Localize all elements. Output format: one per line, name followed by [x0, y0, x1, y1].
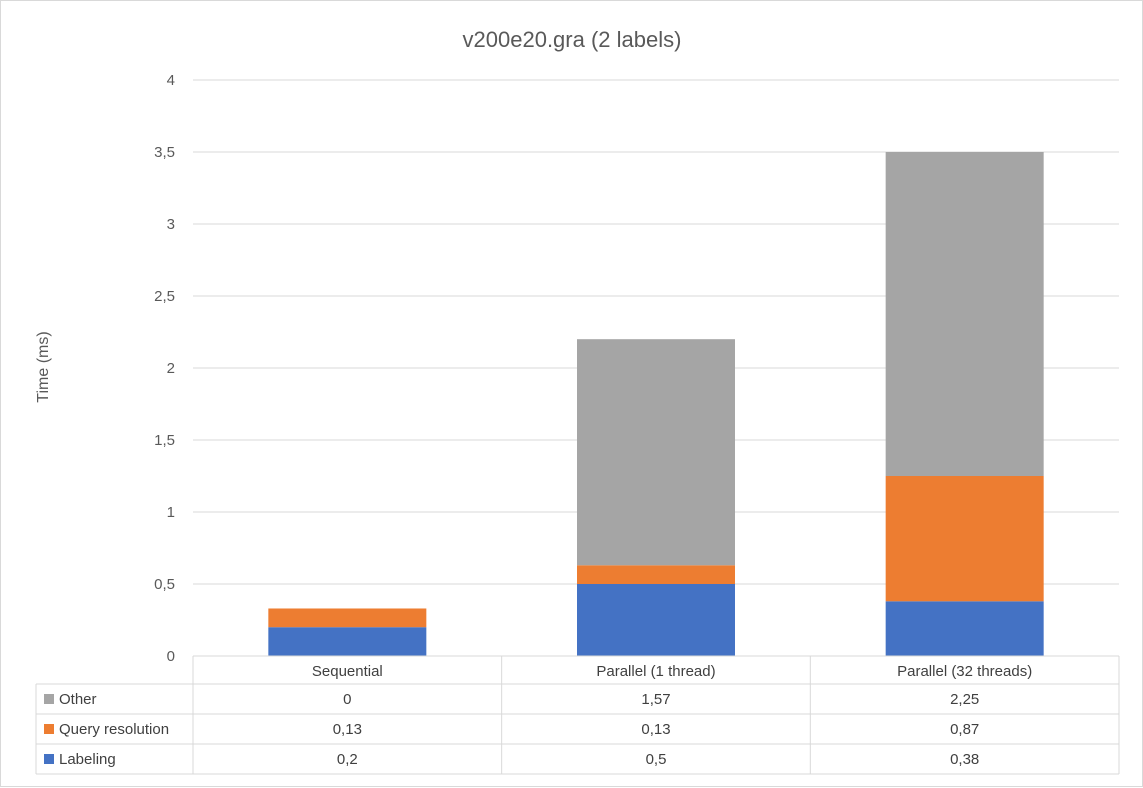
data-label: 0,38: [950, 751, 979, 768]
bar-segment-query-resolution: [268, 608, 427, 628]
bar-segment-other: [577, 339, 735, 566]
y-tick-label: 0: [167, 648, 175, 665]
bar-segment-labeling: [268, 627, 427, 656]
legend-entry: Query resolution: [59, 721, 169, 738]
legend-key: [44, 754, 54, 764]
y-tick-label: 0,5: [154, 576, 175, 593]
y-tick-label: 4: [167, 72, 175, 89]
bar-segment-query-resolution: [885, 476, 1044, 602]
data-label: 1,57: [641, 691, 670, 708]
data-label: 0,13: [641, 721, 670, 738]
y-axis-title: Time (ms): [35, 331, 52, 402]
x-category-label: Parallel (32 threads): [897, 663, 1032, 680]
data-label: 0: [343, 691, 351, 708]
x-category-label: Sequential: [312, 663, 383, 680]
x-category-label: Parallel (1 thread): [596, 663, 715, 680]
data-label: 0,5: [646, 751, 667, 768]
y-tick-label: 2,5: [154, 288, 175, 305]
bar-segment-labeling: [885, 601, 1044, 656]
y-tick-label: 2: [167, 360, 175, 377]
bar-segment-query-resolution: [577, 565, 735, 584]
legend-key: [44, 694, 54, 704]
data-label: 0,13: [333, 721, 362, 738]
bars: [268, 152, 1044, 656]
legend-entry: Other: [59, 691, 97, 708]
y-tick-label: 3,5: [154, 144, 175, 161]
y-axis-ticks: 0 0,5 1 1,5 2 2,5 3 3,5 4: [154, 72, 175, 665]
chart-title: v200e20.gra (2 labels): [463, 27, 682, 52]
data-label: 0,87: [950, 721, 979, 738]
y-tick-label: 1,5: [154, 432, 175, 449]
data-label: 2,25: [950, 691, 979, 708]
data-label: 0,2: [337, 751, 358, 768]
bar-segment-other: [885, 152, 1044, 476]
data-table: Sequential Parallel (1 thread) Parallel (3…: [35, 655, 1120, 775]
bar-segment-labeling: [577, 584, 735, 656]
y-tick-label: 3: [167, 216, 175, 233]
y-tick-label: 1: [167, 504, 175, 521]
legend-key: [44, 724, 54, 734]
legend-entry: Labeling: [59, 751, 116, 768]
